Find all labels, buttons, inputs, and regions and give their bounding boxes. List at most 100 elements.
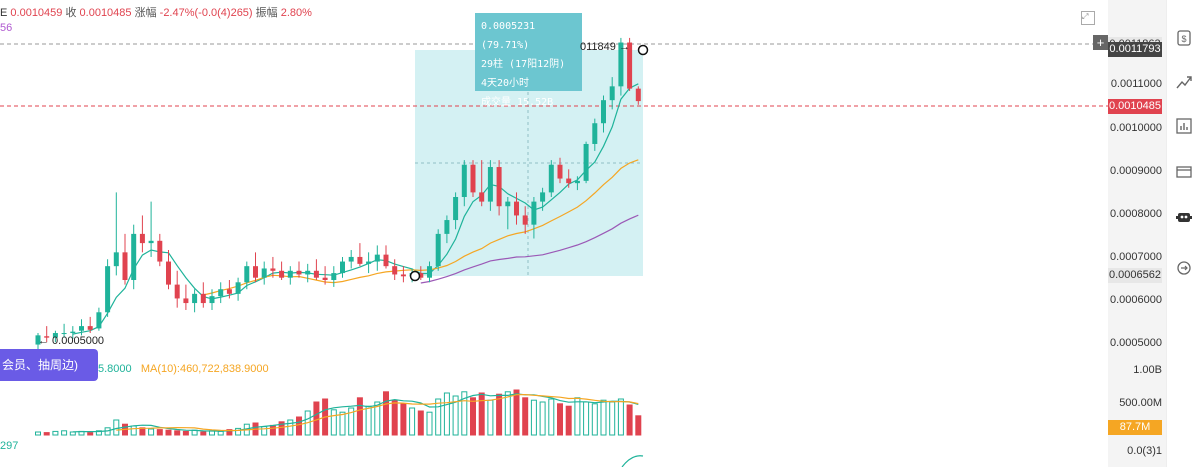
candle-body xyxy=(487,167,493,202)
volume-bar xyxy=(287,419,294,436)
price-tick-label: 0.0008000 xyxy=(1110,208,1162,220)
add-alert-button[interactable]: + xyxy=(1093,35,1108,50)
candle-body xyxy=(583,143,589,181)
volume-ma5-value: 5.8000 xyxy=(98,363,132,375)
volume-bar xyxy=(539,401,546,436)
candle-body xyxy=(96,312,102,329)
candle-body xyxy=(139,233,145,244)
volume-bar xyxy=(522,397,529,436)
volume-bar xyxy=(487,399,494,436)
price-tick-label: 0.0005000 xyxy=(1110,337,1162,349)
volume-tick-label: 1.00B xyxy=(1133,364,1162,376)
card-icon[interactable] xyxy=(1176,164,1192,180)
candle-body xyxy=(270,268,276,271)
candle-body xyxy=(435,233,441,267)
candle-body xyxy=(348,256,354,262)
volume-bar xyxy=(461,391,468,436)
volume-bar xyxy=(591,403,598,436)
volume-bar xyxy=(391,399,398,436)
change-label: 涨幅 xyxy=(134,7,157,19)
volume-bar xyxy=(548,398,555,436)
volume-bar xyxy=(600,399,607,436)
high-marker xyxy=(637,44,649,56)
amplitude-label: 振幅 xyxy=(255,7,278,19)
candle-body xyxy=(87,326,93,330)
volume-bar xyxy=(52,430,59,436)
bottom-indicator-line xyxy=(621,455,644,467)
refresh-icon[interactable] xyxy=(1176,260,1192,276)
candle-body xyxy=(122,252,128,280)
volume-bar xyxy=(296,416,302,436)
candle-body xyxy=(601,100,606,124)
candle-body xyxy=(253,266,258,278)
price-tick-label: 0.0006000 xyxy=(1110,294,1162,306)
candle-body xyxy=(627,42,633,89)
bar-chart-icon[interactable] xyxy=(1176,118,1192,134)
candle-body xyxy=(52,333,58,338)
candle-body xyxy=(192,293,198,304)
volume-bar xyxy=(470,397,476,436)
volume-bar xyxy=(61,430,68,436)
candle-body xyxy=(287,270,293,278)
volume-bar xyxy=(574,397,581,436)
candle-body xyxy=(400,274,406,277)
candle-body xyxy=(44,336,50,338)
candle-body xyxy=(218,289,224,297)
trend-icon[interactable] xyxy=(1176,74,1192,90)
volume-bar xyxy=(339,411,346,436)
ma45-line xyxy=(420,214,639,284)
volume-bar xyxy=(217,430,224,436)
volume-ma10-value: MA(10):460,722,838.9000 xyxy=(140,363,269,375)
volume-bar xyxy=(365,405,372,436)
ma5-line xyxy=(72,83,639,335)
candle-body xyxy=(357,256,363,264)
candle-body xyxy=(461,164,467,197)
right-toolbar: $ xyxy=(1166,0,1200,467)
volume-bar xyxy=(374,401,381,436)
candle-body xyxy=(609,86,615,101)
volume-bar xyxy=(626,404,633,436)
expand-icon[interactable]: ⤢ xyxy=(1081,11,1095,25)
candle-body xyxy=(531,201,537,225)
volume-bar xyxy=(530,399,537,436)
volume-bar xyxy=(165,429,172,436)
candle-body xyxy=(200,293,206,304)
candle-body xyxy=(340,261,345,274)
candle-body xyxy=(592,123,598,144)
volume-bar xyxy=(130,425,137,436)
candle-body xyxy=(366,261,372,264)
robot-icon[interactable] xyxy=(1176,209,1192,225)
volume-bar xyxy=(496,393,503,436)
price-tick-label: 0.0009000 xyxy=(1110,165,1162,177)
volume-bar xyxy=(417,410,424,436)
close-value: 0.0010485 xyxy=(79,7,132,19)
candle-body xyxy=(496,167,502,207)
volume-bar xyxy=(261,426,268,436)
close-label: 收 xyxy=(65,7,77,19)
candle-body xyxy=(505,201,511,207)
promo-badge[interactable]: 会员、抽周边) xyxy=(0,349,98,381)
low-marker-label: ← 0.0005000 xyxy=(38,335,105,347)
candle-body xyxy=(635,88,641,102)
price-pill-current: 0.0010485 xyxy=(1108,99,1162,114)
candle-body xyxy=(261,268,267,278)
volume-pill-current: 87.7M xyxy=(1108,420,1162,435)
range-start-marker xyxy=(409,270,421,282)
candle-body xyxy=(427,266,432,278)
volume-ma-legend: 5.8000 MA(10):460,722,838.9000 xyxy=(98,363,269,375)
candle-body xyxy=(374,254,380,262)
volume-bar xyxy=(400,403,407,436)
high-marker-label: 011849 → xyxy=(580,41,630,53)
price-pill-range: 0.0006562 xyxy=(1108,268,1162,283)
candle-body xyxy=(383,254,389,267)
volume-bar xyxy=(269,424,276,436)
volume-bar xyxy=(435,398,442,436)
dollar-icon[interactable]: $ xyxy=(1176,30,1192,46)
candle-body xyxy=(105,266,111,313)
candle-body xyxy=(113,252,119,267)
candle-body xyxy=(331,273,337,280)
volume-bar xyxy=(356,397,363,436)
candle-body xyxy=(183,298,189,304)
volume-bar xyxy=(43,432,50,436)
